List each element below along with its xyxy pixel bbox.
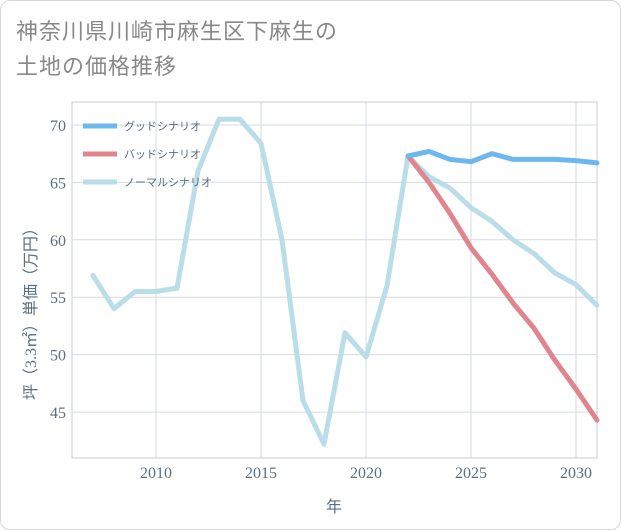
- chart-title-line-2: 土地の価格推移: [16, 55, 178, 80]
- series-line-1: [405, 153, 600, 423]
- y-axis-ticks: 45 50 55 60 65 70: [50, 118, 66, 422]
- y-axis-title: 坪（3.3㎡）単価（万円）: [22, 220, 40, 400]
- y-tick-label: 55: [50, 290, 66, 307]
- series-line-0: [405, 148, 600, 166]
- x-tick-label: 2025: [455, 465, 487, 482]
- x-tick-label: 2020: [350, 465, 382, 482]
- x-axis-ticks: 2010 2015 2020 2025 2030: [140, 465, 592, 482]
- series-lines: [90, 116, 600, 447]
- grid-lines: [72, 102, 597, 458]
- y-tick-label: 65: [50, 175, 66, 192]
- legend-label-2: ノーマルシナリオ: [124, 176, 212, 189]
- x-tick-label: 2015: [245, 465, 277, 482]
- legend-label-0: グッドシナリオ: [124, 119, 201, 133]
- x-tick-label: 2030: [560, 465, 592, 482]
- y-tick-label: 45: [50, 405, 66, 422]
- y-tick-label: 50: [50, 348, 66, 365]
- legend-label-1: バッドシナリオ: [124, 148, 201, 161]
- x-axis-title: 年: [326, 498, 342, 516]
- y-tick-label: 60: [50, 233, 66, 250]
- y-tick-label: 70: [50, 118, 66, 135]
- series-line-2: [90, 116, 600, 447]
- chart-title-line-1: 神奈川県川崎市麻生区下麻生の: [16, 20, 339, 45]
- x-tick-label: 2010: [140, 465, 172, 482]
- chart-title: 神奈川県川崎市麻生区下麻生の 土地の価格推移: [16, 15, 436, 85]
